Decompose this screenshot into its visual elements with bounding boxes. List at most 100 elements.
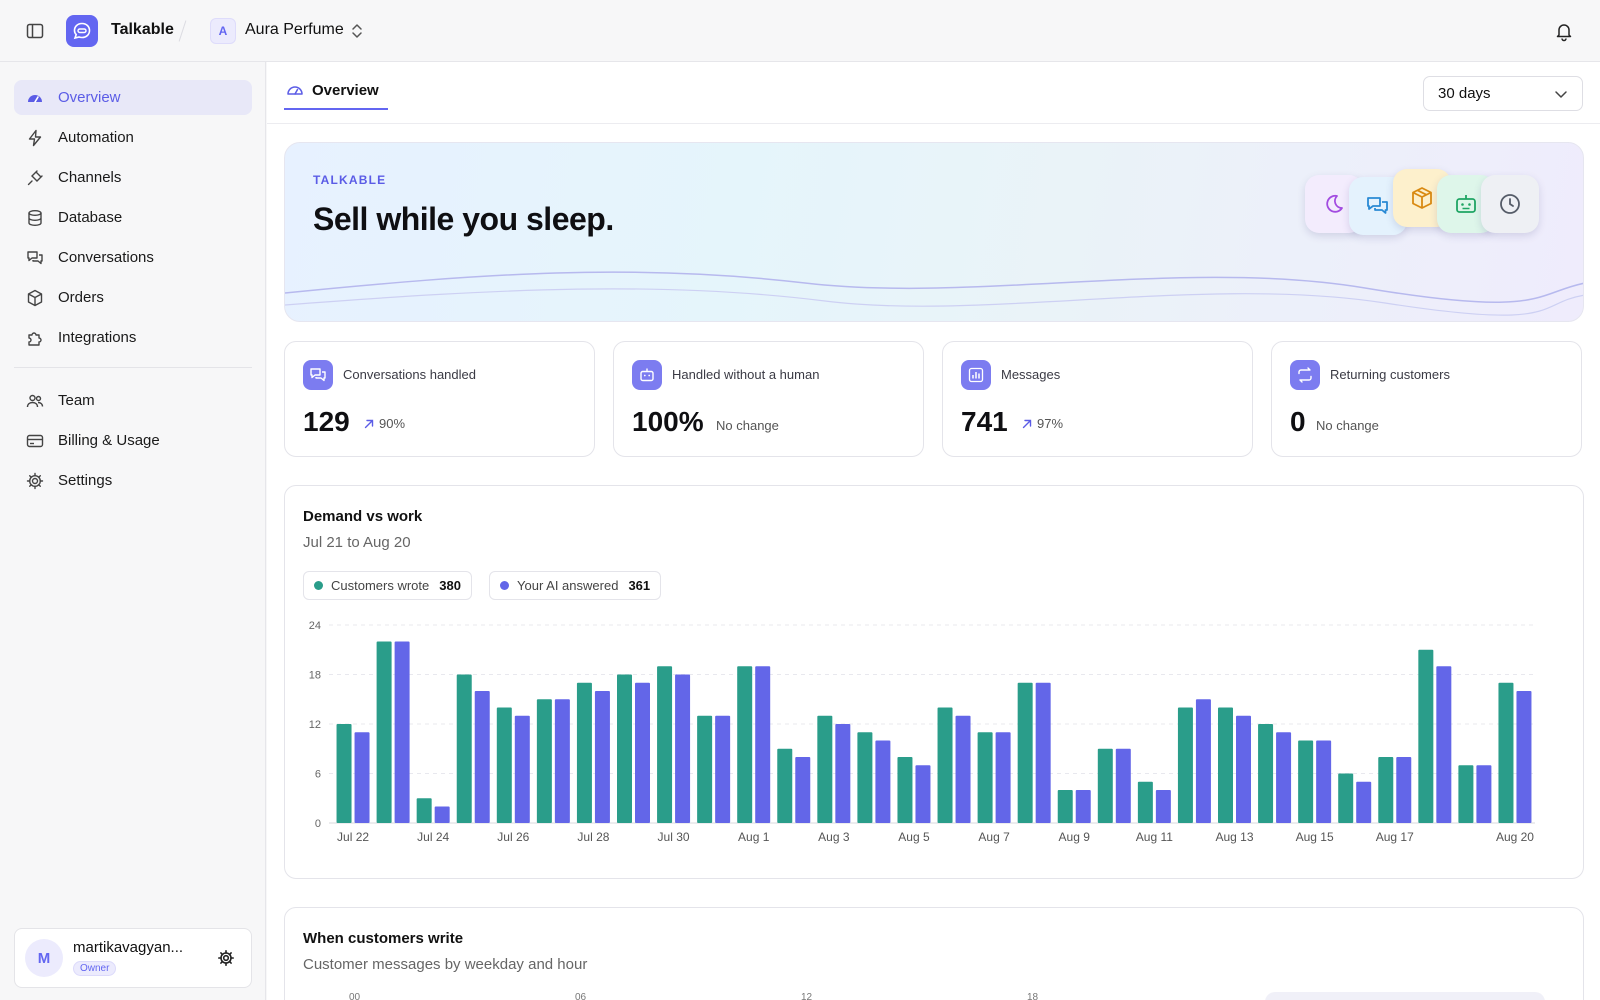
bar-ai-answered[interactable]	[1436, 666, 1452, 823]
bar-customers-wrote[interactable]	[817, 715, 833, 823]
heatmap-subtitle: Customer messages by weekday and hour	[303, 956, 588, 973]
sidebar-item-integrations[interactable]: Integrations	[14, 320, 252, 355]
database-icon	[28, 210, 42, 227]
bar-ai-answered[interactable]	[1075, 790, 1091, 823]
bar-ai-answered[interactable]	[474, 691, 490, 823]
bar-ai-answered[interactable]	[1396, 757, 1412, 823]
stat-delta-value: No change	[716, 418, 779, 433]
bar-customers-wrote[interactable]	[737, 666, 753, 823]
bar-ai-answered[interactable]	[1516, 691, 1532, 823]
bar-customers-wrote[interactable]	[416, 798, 432, 823]
sidebar-toggle-icon[interactable]	[26, 22, 44, 40]
box-icon	[1412, 187, 1432, 209]
legend-total: 380	[439, 578, 461, 593]
bar-ai-answered[interactable]	[354, 732, 370, 823]
bar-ai-answered[interactable]	[875, 740, 891, 824]
clock-icon	[1500, 194, 1520, 214]
bar-customers-wrote[interactable]	[1097, 748, 1113, 823]
heatmap-card: When customers write Customer messages b…	[284, 907, 1584, 1000]
bar-customers-wrote[interactable]	[777, 748, 793, 823]
bar-ai-answered[interactable]	[1035, 682, 1051, 823]
bar-customers-wrote[interactable]	[1498, 682, 1514, 823]
bar-customers-wrote[interactable]	[977, 732, 993, 823]
sidebar-item-overview[interactable]: Overview	[14, 80, 252, 115]
workspace-name[interactable]: Aura Perfume	[245, 21, 344, 38]
bar-customers-wrote[interactable]	[376, 641, 392, 824]
bar-customers-wrote[interactable]	[536, 699, 552, 823]
bar-ai-answered[interactable]	[594, 691, 610, 823]
bar-customers-wrote[interactable]	[697, 715, 713, 823]
gear-icon[interactable]	[217, 949, 235, 967]
hero-feature-tiles	[1305, 169, 1555, 239]
bar-ai-answered[interactable]	[1115, 748, 1131, 823]
bar-ai-answered[interactable]	[835, 724, 851, 823]
bar-ai-answered[interactable]	[1155, 790, 1171, 823]
sidebar-item-label: Team	[58, 392, 95, 409]
bar-ai-answered[interactable]	[1195, 699, 1211, 823]
sidebar-item-orders[interactable]: Orders	[14, 280, 252, 315]
bar-ai-answered[interactable]	[1356, 781, 1372, 823]
bar-customers-wrote[interactable]	[1017, 682, 1033, 823]
bar-ai-answered[interactable]	[434, 806, 450, 824]
bell-icon[interactable]	[1553, 20, 1575, 42]
bar-customers-wrote[interactable]	[1177, 707, 1193, 824]
bar-ai-answered[interactable]	[514, 715, 530, 823]
bar-customers-wrote[interactable]	[1458, 765, 1474, 823]
bar-customers-wrote[interactable]	[1258, 724, 1274, 823]
hour-label: 12	[801, 992, 813, 1000]
bar-ai-answered[interactable]	[675, 674, 691, 824]
user-name: martikavagyan...	[73, 939, 184, 956]
legend-ai-answered[interactable]: Your AI answered 361	[489, 571, 662, 600]
sidebar-item-settings[interactable]: Settings	[14, 463, 252, 498]
bar-ai-answered[interactable]	[995, 732, 1011, 823]
sidebar-item-channels[interactable]: Channels	[14, 160, 252, 195]
stat-card-conversations: Conversations handled 129 90%	[284, 341, 595, 457]
stat-value: 741	[961, 406, 1008, 437]
bar-customers-wrote[interactable]	[857, 732, 873, 823]
bar-customers-wrote[interactable]	[496, 707, 512, 824]
bar-ai-answered[interactable]	[955, 715, 971, 823]
y-tick-label: 24	[309, 620, 321, 632]
bar-customers-wrote[interactable]	[1378, 757, 1394, 823]
bar-customers-wrote[interactable]	[336, 724, 352, 823]
sidebar-item-team[interactable]: Team	[14, 383, 252, 418]
bar-ai-answered[interactable]	[795, 757, 811, 823]
workspace-switcher-chevron-icon[interactable]	[350, 22, 364, 40]
bar-customers-wrote[interactable]	[1137, 781, 1153, 823]
chat-link-icon	[73, 22, 91, 40]
bar-customers-wrote[interactable]	[657, 666, 673, 823]
app-logo[interactable]	[66, 15, 98, 47]
bar-customers-wrote[interactable]	[1218, 707, 1233, 824]
bar-customers-wrote[interactable]	[617, 674, 632, 824]
bar-ai-answered[interactable]	[1236, 715, 1251, 823]
bar-customers-wrote[interactable]	[1057, 790, 1073, 823]
date-range-select[interactable]: 30 days	[1423, 76, 1583, 111]
tab-overview[interactable]: Overview	[284, 76, 388, 110]
bar-ai-answered[interactable]	[1276, 732, 1292, 823]
bar-customers-wrote[interactable]	[897, 757, 913, 823]
sidebar-item-billing[interactable]: Billing & Usage	[14, 423, 252, 458]
bar-customers-wrote[interactable]	[576, 682, 592, 823]
bar-customers-wrote[interactable]	[456, 674, 472, 824]
workspace-badge[interactable]: A	[210, 18, 236, 44]
bar-ai-answered[interactable]	[554, 699, 570, 823]
gauge-icon	[287, 86, 303, 95]
bar-customers-wrote[interactable]	[1418, 649, 1434, 823]
sidebar-item-conversations[interactable]: Conversations	[14, 240, 252, 275]
bar-customers-wrote[interactable]	[1338, 773, 1354, 824]
bar-ai-answered[interactable]	[915, 765, 931, 823]
user-card[interactable]: M martikavagyan... Owner	[14, 928, 252, 988]
stat-icon-bg	[303, 360, 333, 390]
bar-ai-answered[interactable]	[1476, 765, 1492, 823]
sidebar-item-database[interactable]: Database	[14, 200, 252, 235]
bar-ai-answered[interactable]	[1316, 740, 1332, 824]
bar-ai-answered[interactable]	[635, 682, 650, 823]
arrow-up-right-icon	[364, 419, 374, 428]
sidebar-item-automation[interactable]: Automation	[14, 120, 252, 155]
bar-ai-answered[interactable]	[394, 641, 410, 824]
bar-ai-answered[interactable]	[755, 666, 771, 823]
bar-customers-wrote[interactable]	[1298, 740, 1314, 824]
legend-customers-wrote[interactable]: Customers wrote 380	[303, 571, 472, 600]
bar-ai-answered[interactable]	[715, 715, 731, 823]
bar-customers-wrote[interactable]	[937, 707, 953, 824]
